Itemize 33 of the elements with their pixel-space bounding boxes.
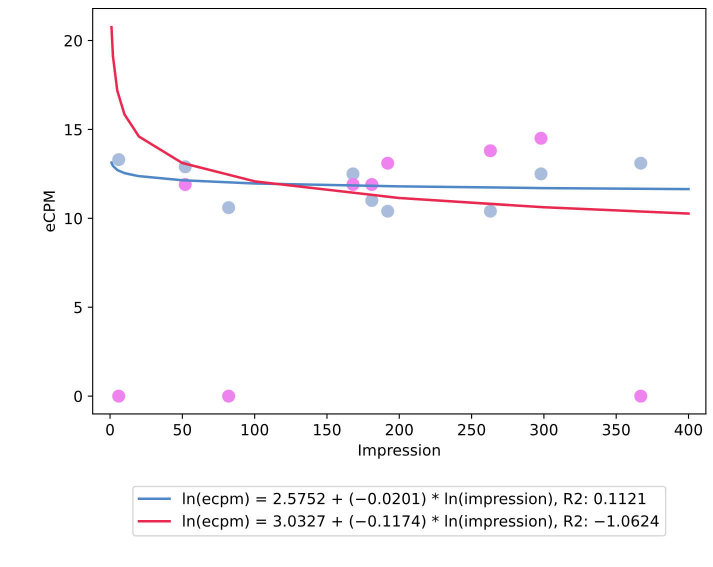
point	[365, 194, 378, 208]
x-tick-label: 150	[314, 424, 341, 436]
point	[484, 144, 497, 158]
point	[634, 156, 648, 170]
point	[534, 132, 548, 145]
line-series	[110, 26, 690, 215]
x-tick-label: 250	[458, 424, 486, 436]
point	[112, 390, 126, 403]
point	[112, 153, 126, 166]
point	[634, 390, 648, 403]
x-tick-label: 100	[242, 424, 268, 436]
point	[381, 156, 394, 170]
y-tick-label: 5	[74, 302, 82, 314]
point	[222, 390, 236, 403]
legend-label: ln(ecpm) = 2.5752 + (−0.0201) * ln(impression), R2: 0.1121	[183, 492, 646, 508]
point	[222, 201, 236, 214]
point	[534, 167, 548, 180]
x-tick-label: 300	[530, 424, 558, 436]
x-tick-label: 0	[106, 424, 114, 436]
y-tick-label: 10	[65, 212, 82, 224]
y-tick-label: 15	[65, 124, 82, 136]
point	[381, 204, 394, 218]
point	[346, 167, 360, 180]
y-tick-label: 20	[64, 34, 82, 47]
y-axis-title: eCPM	[43, 191, 56, 232]
y-tick-label: 0	[74, 390, 82, 402]
x-axis-title: Impression	[358, 444, 440, 459]
x-tick-label: 200	[386, 424, 413, 436]
x-tick-label: 50	[174, 424, 192, 436]
point	[484, 204, 497, 218]
x-tick-label: 400	[674, 424, 702, 436]
legend-label: ln(ecpm) = 3.0327 + (−0.1174) * ln(impression), R2: −1.0624	[183, 514, 659, 530]
x-tick-label: 350	[602, 424, 630, 436]
